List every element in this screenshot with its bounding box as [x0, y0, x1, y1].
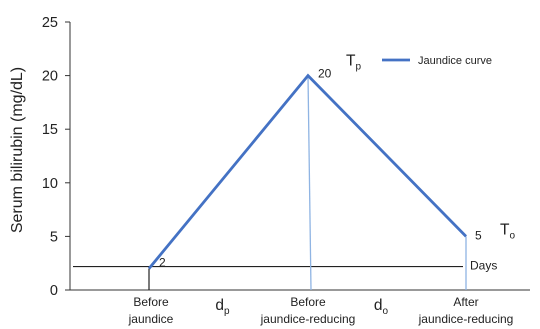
x-tick-label: Before — [133, 295, 169, 309]
axes — [69, 22, 530, 291]
y-tick-label: 5 — [50, 229, 58, 245]
y-tick-label: 10 — [42, 176, 58, 192]
legend-label: Jaundice curve — [418, 55, 492, 67]
x-tick-label: jaundice-reducing — [260, 312, 356, 326]
data-label: 5 — [475, 228, 482, 242]
x-tick-label: jaundice-reducing — [418, 312, 514, 326]
y-ticks: 0 5 10 15 20 25 — [42, 15, 70, 299]
x-tick-label: After — [453, 295, 478, 309]
legend: Jaundice curve — [382, 55, 492, 67]
point-label-tp: Tp — [346, 53, 361, 73]
threshold-label: Days — [470, 259, 497, 273]
interval-label: do — [374, 297, 389, 317]
y-tick-label: 0 — [50, 283, 58, 299]
x-tick-label: jaundice — [128, 312, 174, 326]
threshold-line-group: Days — [73, 259, 497, 273]
point-label-to: To — [500, 221, 515, 241]
y-tick-label: 25 — [42, 15, 58, 31]
y-tick-label: 15 — [42, 122, 58, 138]
series-group — [147, 73, 467, 270]
drop-line-peak — [307, 75, 312, 291]
x-tick-label: Before — [290, 295, 326, 309]
data-labels: 2 20 5 Tp To — [159, 53, 515, 270]
jaundice-curve-line — [147, 73, 467, 270]
x-labels: Before jaundice Before jaundice-reducing Aft… — [128, 295, 514, 326]
data-label: 2 — [159, 256, 166, 270]
interval-label: dp — [215, 297, 230, 317]
drop-lines — [148, 75, 467, 291]
y-tick-label: 20 — [42, 69, 58, 85]
y-axis-title: Serum bilirubin (mg/dL) — [9, 67, 26, 233]
data-label: 20 — [318, 67, 332, 81]
